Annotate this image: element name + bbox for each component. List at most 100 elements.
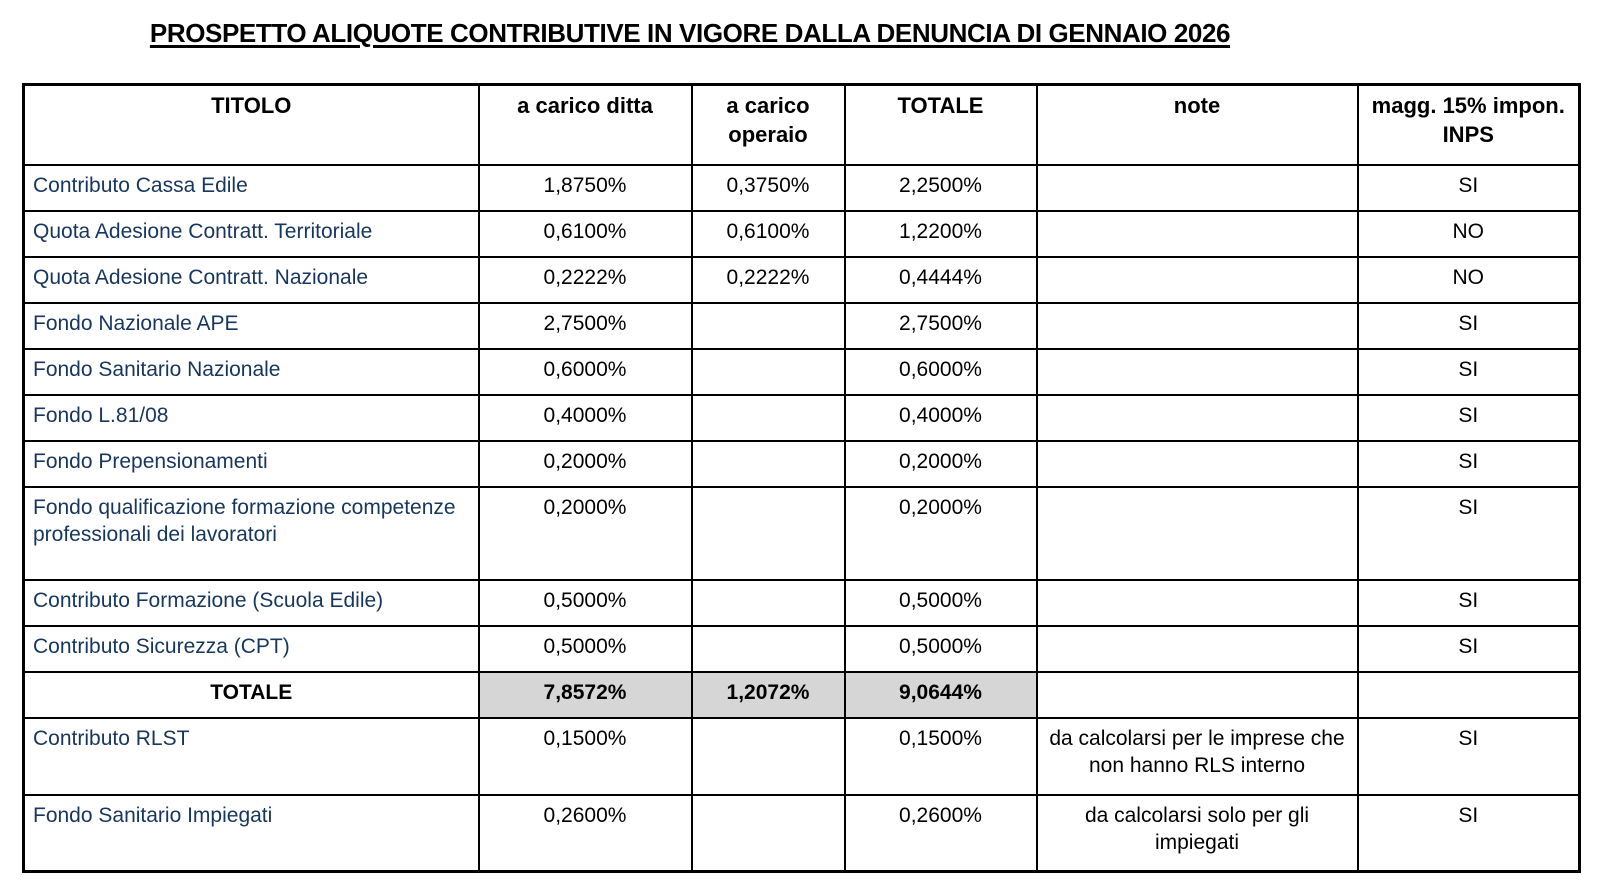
magg-cell: NO (1356, 255, 1581, 304)
ditta-value: 0,2000% (477, 485, 693, 581)
row-label: Quota Adesione Contratt. Nazionale (22, 255, 480, 304)
row-label: Contributo RLST (22, 716, 480, 796)
ditta-value: 7,8572% (477, 670, 693, 719)
contribution-rates-table: TITOLO a carico ditta a carico operaio T… (22, 83, 1581, 873)
magg-cell: SI (1356, 793, 1581, 873)
row-label: Fondo Sanitario Impiegati (22, 793, 480, 873)
row-label: Fondo Sanitario Nazionale (22, 347, 480, 396)
operaio-value (690, 793, 846, 873)
operaio-value (690, 624, 846, 673)
table-row-totals: TOTALE 7,8572% 1,2072% 9,0644% (22, 670, 1581, 719)
column-header-note: note (1035, 83, 1359, 166)
magg-cell (1356, 670, 1581, 719)
totale-value: 0,1500% (843, 716, 1038, 796)
row-label: Fondo qualificazione formazione competen… (22, 485, 480, 581)
column-header-magg: magg. 15% impon. INPS (1356, 83, 1581, 166)
operaio-value (690, 485, 846, 581)
ditta-value: 0,5000% (477, 624, 693, 673)
magg-cell: SI (1356, 578, 1581, 627)
magg-cell: NO (1356, 209, 1581, 258)
note-cell (1035, 578, 1359, 627)
totale-value: 2,7500% (843, 301, 1038, 350)
ditta-value: 0,5000% (477, 578, 693, 627)
totale-value: 0,2000% (843, 439, 1038, 488)
row-label: Contributo Formazione (Scuola Edile) (22, 578, 480, 627)
ditta-value: 0,2600% (477, 793, 693, 873)
note-cell (1035, 163, 1359, 212)
operaio-value (690, 301, 846, 350)
ditta-value: 0,2000% (477, 439, 693, 488)
row-label: Contributo Cassa Edile (22, 163, 480, 212)
row-label: Fondo Prepensionamenti (22, 439, 480, 488)
note-cell (1035, 439, 1359, 488)
table-row: Contributo Formazione (Scuola Edile) 0,5… (22, 578, 1581, 627)
page-title: PROSPETTO ALIQUOTE CONTRIBUTIVE IN VIGOR… (149, 18, 1231, 48)
table-row: Fondo L.81/08 0,4000% 0,4000% SI (22, 393, 1581, 442)
operaio-value: 0,6100% (690, 209, 846, 258)
table-row: Quota Adesione Contratt. Territoriale 0,… (22, 209, 1581, 258)
table-row: Quota Adesione Contratt. Nazionale 0,222… (22, 255, 1581, 304)
totale-value: 0,6000% (843, 347, 1038, 396)
totale-value: 0,4000% (843, 393, 1038, 442)
ditta-value: 1,8750% (477, 163, 693, 212)
totale-value: 9,0644% (843, 670, 1038, 719)
row-label: Quota Adesione Contratt. Territoriale (22, 209, 480, 258)
column-header-titolo: TITOLO (22, 83, 480, 166)
magg-cell: SI (1356, 393, 1581, 442)
note-cell (1035, 624, 1359, 673)
table-row: Fondo Sanitario Impiegati 0,2600% 0,2600… (22, 793, 1581, 873)
magg-cell: SI (1356, 163, 1581, 212)
table-row: Fondo qualificazione formazione competen… (22, 485, 1581, 581)
ditta-value: 0,6000% (477, 347, 693, 396)
operaio-value (690, 439, 846, 488)
table-row: Contributo RLST 0,1500% 0,1500% da calco… (22, 716, 1581, 796)
note-cell (1035, 209, 1359, 258)
operaio-value (690, 393, 846, 442)
row-label: Fondo Nazionale APE (22, 301, 480, 350)
magg-cell: SI (1356, 301, 1581, 350)
note-cell (1035, 255, 1359, 304)
note-cell (1035, 393, 1359, 442)
ditta-value: 0,1500% (477, 716, 693, 796)
totale-value: 0,2000% (843, 485, 1038, 581)
table-row: Contributo Sicurezza (CPT) 0,5000% 0,500… (22, 624, 1581, 673)
magg-cell: SI (1356, 485, 1581, 581)
operaio-value: 0,3750% (690, 163, 846, 212)
ditta-value: 0,2222% (477, 255, 693, 304)
totale-value: 0,2600% (843, 793, 1038, 873)
operaio-value (690, 578, 846, 627)
magg-cell: SI (1356, 716, 1581, 796)
note-cell (1035, 301, 1359, 350)
note-cell (1035, 347, 1359, 396)
totale-value: 2,2500% (843, 163, 1038, 212)
totals-row-label: TOTALE (22, 670, 480, 719)
magg-cell: SI (1356, 347, 1581, 396)
note-cell (1035, 485, 1359, 581)
table-row: Fondo Nazionale APE 2,7500% 2,7500% SI (22, 301, 1581, 350)
column-header-totale: TOTALE (843, 83, 1038, 166)
operaio-value: 1,2072% (690, 670, 846, 719)
note-cell: da calcolarsi per le imprese che non han… (1035, 716, 1359, 796)
note-cell (1035, 670, 1359, 719)
operaio-value: 0,2222% (690, 255, 846, 304)
totale-value: 0,5000% (843, 578, 1038, 627)
table-row: Fondo Prepensionamenti 0,2000% 0,2000% S… (22, 439, 1581, 488)
magg-cell: SI (1356, 624, 1581, 673)
magg-cell: SI (1356, 439, 1581, 488)
totale-value: 0,5000% (843, 624, 1038, 673)
ditta-value: 0,6100% (477, 209, 693, 258)
note-cell: da calcolarsi solo per gli impiegati (1035, 793, 1359, 873)
row-label: Fondo L.81/08 (22, 393, 480, 442)
table-row: Fondo Sanitario Nazionale 0,6000% 0,6000… (22, 347, 1581, 396)
ditta-value: 2,7500% (477, 301, 693, 350)
operaio-value (690, 347, 846, 396)
totale-value: 0,4444% (843, 255, 1038, 304)
column-header-ditta: a carico ditta (477, 83, 693, 166)
totale-value: 1,2200% (843, 209, 1038, 258)
table-row: Contributo Cassa Edile 1,8750% 0,3750% 2… (22, 163, 1581, 212)
operaio-value (690, 716, 846, 796)
row-label: Contributo Sicurezza (CPT) (22, 624, 480, 673)
ditta-value: 0,4000% (477, 393, 693, 442)
table-header-row: TITOLO a carico ditta a carico operaio T… (22, 83, 1581, 166)
